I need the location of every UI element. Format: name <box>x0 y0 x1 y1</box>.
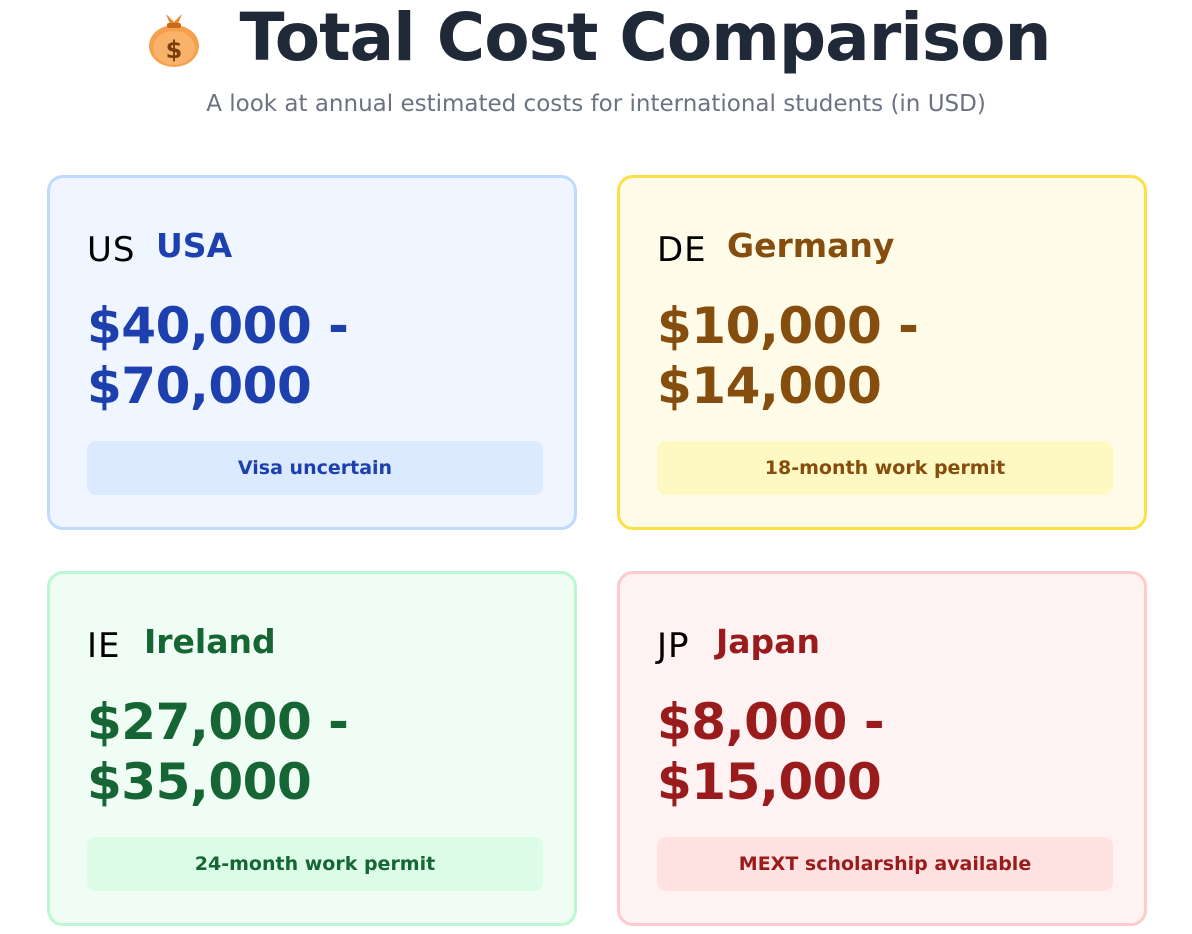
country-code: DE <box>657 230 707 270</box>
status-badge: 24-month work permit <box>87 837 543 891</box>
header: $ Total Cost Comparison <box>0 0 1192 76</box>
cost-range-min: $8,000 - <box>657 693 885 751</box>
page-title: Total Cost Comparison <box>239 0 1052 76</box>
cost-range: $10,000 - $14,000 <box>657 296 1127 416</box>
cost-range-min: $27,000 - <box>87 693 349 751</box>
page-subtitle: A look at annual estimated costs for int… <box>206 91 986 117</box>
country-code: IE <box>87 626 121 666</box>
cost-range: $8,000 - $15,000 <box>657 692 1127 812</box>
cost-range-max: $70,000 <box>87 357 312 415</box>
cost-range-max: $15,000 <box>657 753 882 811</box>
country-name: Germany <box>727 226 895 265</box>
country-card-germany: DE Germany $10,000 - $14,000 18-month wo… <box>617 175 1147 530</box>
status-badge: MEXT scholarship available <box>657 837 1113 891</box>
country-card-usa: US USA $40,000 - $70,000 Visa uncertain <box>47 175 577 530</box>
country-card-ireland: IE Ireland $27,000 - $35,000 24-month wo… <box>47 571 577 926</box>
cost-range-max: $14,000 <box>657 357 882 415</box>
country-name: Japan <box>716 622 820 661</box>
money-bag-icon: $ <box>142 6 206 70</box>
status-badge: Visa uncertain <box>87 441 543 495</box>
country-name: Ireland <box>144 622 276 661</box>
cost-range: $27,000 - $35,000 <box>87 692 557 812</box>
cost-range-min: $40,000 - <box>87 297 349 355</box>
country-name: USA <box>156 226 233 265</box>
country-code: US <box>87 230 136 270</box>
country-card-japan: JP Japan $8,000 - $15,000 MEXT scholarsh… <box>617 571 1147 926</box>
svg-text:$: $ <box>165 36 182 64</box>
cost-range: $40,000 - $70,000 <box>87 296 557 416</box>
cost-range-max: $35,000 <box>87 753 312 811</box>
cost-range-min: $10,000 - <box>657 297 919 355</box>
country-code: JP <box>657 626 690 666</box>
status-badge: 18-month work permit <box>657 441 1113 495</box>
